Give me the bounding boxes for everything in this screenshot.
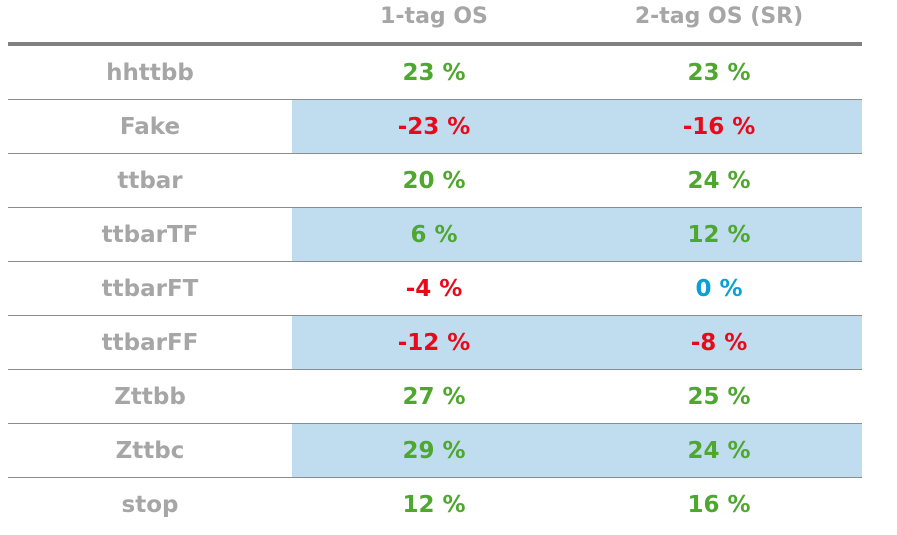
value-2tag-os-sr: 23 % — [687, 59, 751, 86]
value-2tag-os-sr: 24 % — [687, 167, 751, 194]
table-row: ttbarFF -12 % -8 % — [8, 316, 862, 370]
value-1tag-os: -4 % — [405, 275, 463, 302]
row-label: Zttbb — [114, 383, 186, 410]
table-row: Fake -23 % -16 % — [8, 100, 862, 154]
header-2tag-os-sr: 2-tag OS (SR) — [634, 4, 804, 29]
value-2tag-os-sr: 12 % — [687, 221, 751, 248]
row-label: ttbarFT — [101, 275, 199, 302]
table-row: ttbar 20 % 24 % — [8, 154, 862, 208]
row-label: Fake — [119, 113, 181, 140]
value-2tag-os-sr: 24 % — [687, 437, 751, 464]
row-label: stop — [121, 492, 179, 518]
value-2tag-os-sr: -8 % — [690, 329, 748, 356]
table-row: hhttbb 23 % 23 % — [8, 46, 862, 100]
table-row: stop 12 % 16 % — [8, 478, 862, 532]
row-label: ttbarFF — [101, 329, 199, 356]
value-1tag-os: 23 % — [402, 59, 466, 86]
header-1tag-os: 1-tag OS — [380, 4, 488, 29]
value-1tag-os: 29 % — [402, 437, 466, 464]
value-1tag-os: 20 % — [402, 167, 466, 194]
row-highlight-band — [292, 424, 862, 477]
row-highlight-band — [292, 208, 862, 261]
row-label: ttbar — [117, 167, 183, 194]
row-label: Zttbc — [115, 437, 185, 464]
table-body: hhttbb 23 % 23 % Fake -23 % -16 % ttbar 20 % 24 … — [8, 46, 862, 532]
table-row: ttbarFT -4 % 0 % — [8, 262, 862, 316]
table-row: ttbarTF 6 % 12 % — [8, 208, 862, 262]
value-2tag-os-sr: 0 % — [695, 275, 743, 302]
table-row: Zttbc 29 % 24 % — [8, 424, 862, 478]
row-label: ttbarTF — [101, 221, 199, 248]
value-2tag-os-sr: 16 % — [687, 492, 751, 518]
value-2tag-os-sr: -16 % — [682, 113, 756, 140]
row-highlight-band — [292, 316, 862, 369]
row-highlight-band — [292, 100, 862, 153]
value-1tag-os: 12 % — [402, 492, 466, 518]
value-1tag-os: -23 % — [397, 113, 471, 140]
table-header: 1-tag OS 2-tag OS (SR) — [8, 0, 862, 46]
value-1tag-os: 6 % — [410, 221, 458, 248]
results-table: 1-tag OS 2-tag OS (SR) hhttbb 23 % 23 % Fak… — [8, 0, 862, 532]
value-2tag-os-sr: 25 % — [687, 383, 751, 410]
value-1tag-os: 27 % — [402, 383, 466, 410]
value-1tag-os: -12 % — [397, 329, 471, 356]
row-label: hhttbb — [106, 59, 194, 86]
table-row: Zttbb 27 % 25 % — [8, 370, 862, 424]
